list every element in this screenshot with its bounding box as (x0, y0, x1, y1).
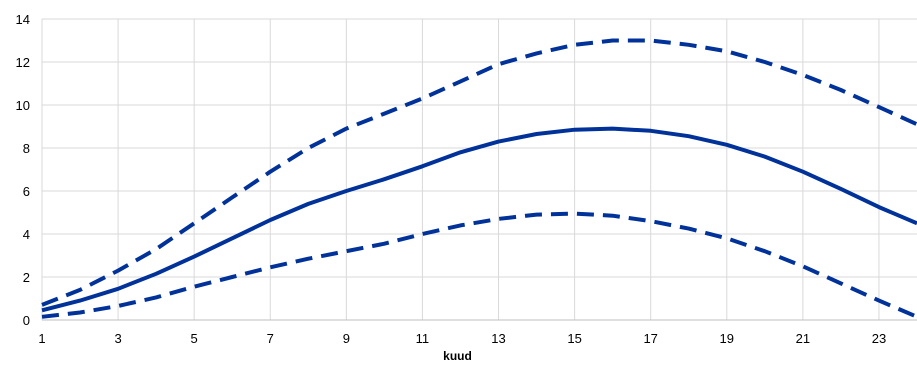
series-group (41, 38, 917, 319)
x-tick-label: 15 (567, 331, 581, 346)
y-tick-label: 14 (16, 12, 30, 27)
y-tick-label: 8 (23, 141, 30, 156)
y-tick-label: 0 (23, 313, 30, 328)
x-tick-label: 17 (643, 331, 657, 346)
x-tick-label: 13 (491, 331, 505, 346)
x-tick-label: 1 (38, 331, 45, 346)
series-line-2-solid (41, 126, 917, 313)
series-line-1-dashed (41, 38, 917, 307)
x-tick-label: 11 (416, 331, 430, 346)
y-tick-label: 6 (23, 184, 30, 199)
x-tick-label: 9 (343, 331, 350, 346)
y-tick-label: 4 (23, 227, 30, 242)
x-axis-title: kuud (443, 349, 472, 363)
y-tick-label: 10 (16, 98, 30, 113)
series-line-3-dashed (41, 211, 917, 319)
grid (41, 18, 917, 320)
x-tick-label: 5 (191, 331, 198, 346)
x-tick-label: 23 (872, 331, 886, 346)
y-tick-label: 2 (23, 270, 30, 285)
x-tick-label: 3 (114, 331, 121, 346)
y-tick-label: 12 (16, 55, 30, 70)
x-tick-label: 21 (796, 331, 810, 346)
x-tick-label: 7 (267, 331, 274, 346)
x-tick-label: 19 (720, 331, 734, 346)
